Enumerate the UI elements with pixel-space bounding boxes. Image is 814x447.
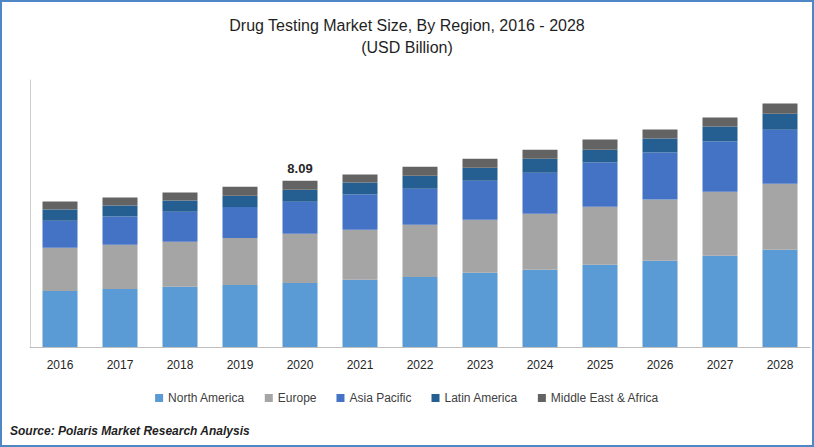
svg-text:Source: Polaris Market Researc: Source: Polaris Market Research Analysis	[10, 424, 250, 438]
svg-text:2022: 2022	[407, 358, 434, 372]
svg-text:Europe: Europe	[278, 391, 317, 405]
svg-text:2028: 2028	[767, 358, 794, 372]
svg-text:2021: 2021	[347, 358, 374, 372]
svg-text:(USD Billion): (USD Billion)	[361, 39, 453, 56]
svg-text:2018: 2018	[167, 358, 194, 372]
svg-text:2019: 2019	[227, 358, 254, 372]
svg-text:2024: 2024	[527, 358, 554, 372]
svg-text:2020: 2020	[287, 358, 314, 372]
svg-text:2016: 2016	[47, 358, 74, 372]
svg-text:8.09: 8.09	[287, 161, 312, 176]
svg-text:Drug Testing Market Size, By R: Drug Testing Market Size, By Region, 201…	[229, 17, 585, 34]
svg-text:2027: 2027	[707, 358, 734, 372]
svg-text:North America: North America	[168, 391, 244, 405]
svg-text:Asia Pacific: Asia Pacific	[349, 391, 411, 405]
svg-text:2023: 2023	[467, 358, 494, 372]
svg-text:2026: 2026	[647, 358, 674, 372]
svg-text:Latin America: Latin America	[444, 391, 517, 405]
svg-text:2017: 2017	[107, 358, 134, 372]
svg-text:2025: 2025	[587, 358, 614, 372]
svg-text:Middle East & Africa: Middle East & Africa	[551, 391, 659, 405]
